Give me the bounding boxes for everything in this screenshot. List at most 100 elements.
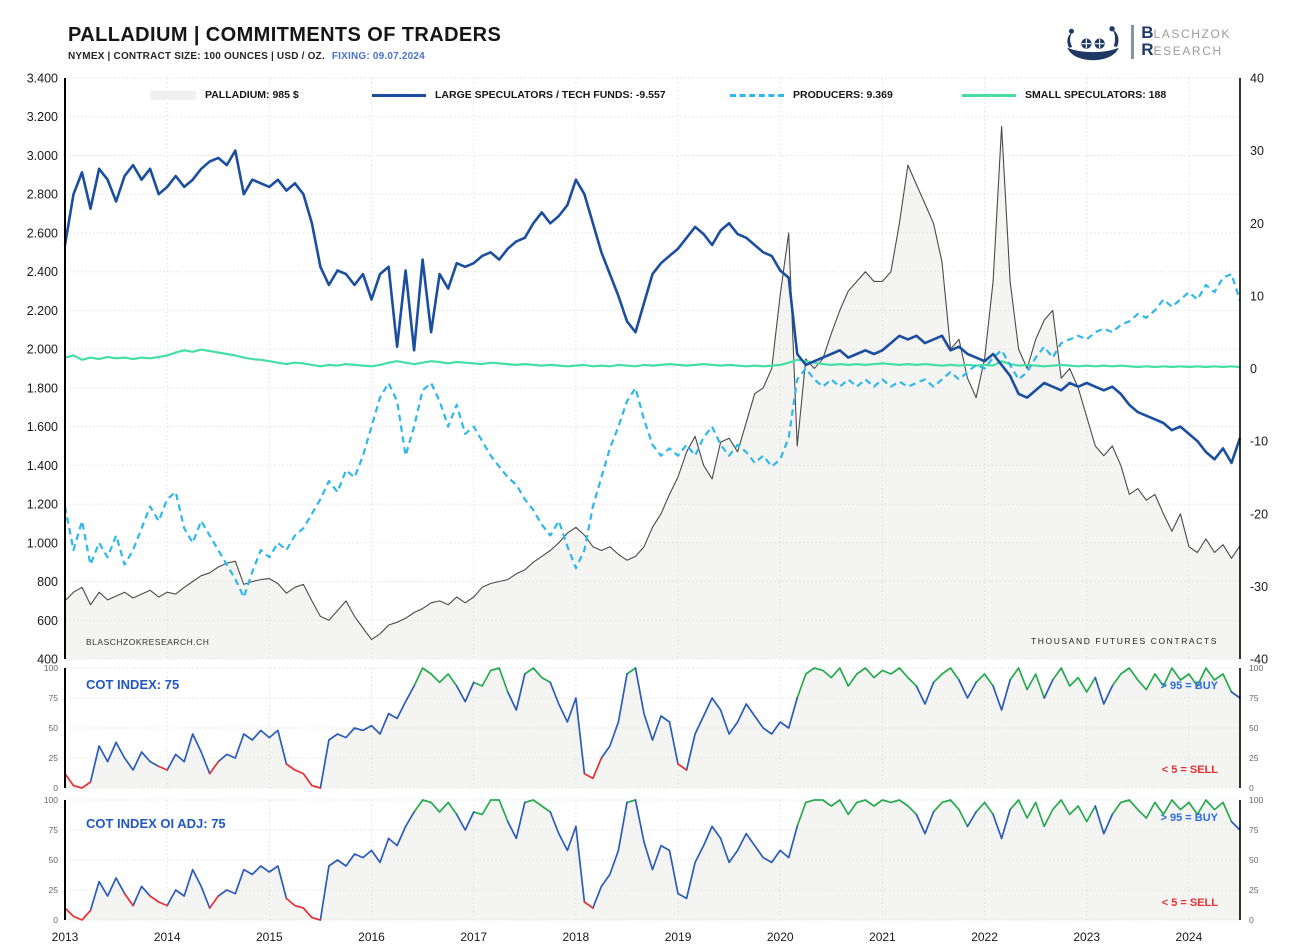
legend-label-large-speculators: LARGE SPECULATORS / TECH FUNDS: -9.557 [435,89,666,101]
year-tick-label: 2024 [1176,930,1203,944]
header: PALLADIUM | COMMITMENTS OF TRADERS NYMEX… [68,24,501,62]
cot-index-oi-adj-right-tick-label: 0 [1249,915,1254,925]
palladium-price-area [65,126,1240,659]
cot-index-oi-adj-line-neutral [89,799,1241,921]
right-axis-tick-label: -30 [1250,580,1268,594]
producers-line [63,273,1242,599]
small-speculators-line-swatch [962,93,1016,97]
cot-index-oi-adj-left-tick-label: 0 [53,915,58,925]
left-axis-tick-label: 2.000 [27,343,58,357]
cot-index-oi-adj-buy-threshold: > 95 = BUY [1160,812,1218,824]
cot-index-left-tick-label: 0 [53,783,58,793]
cot-index-right-tick-label: 0 [1249,783,1254,793]
left-axis-tick-label: 2.200 [27,304,58,318]
left-axis-tick-label: 2.800 [27,188,58,202]
cot-index-oi-adj-right-tick-label: 100 [1249,795,1263,805]
fixing-date: FIXING: 09.07.2024 [331,51,425,62]
cot-index-oi-adj-line-sell [64,892,594,921]
page-title: PALLADIUM | COMMITMENTS OF TRADERS [68,24,502,46]
right-axis-tick-label: -20 [1250,507,1268,521]
brand-divider [1131,25,1135,59]
right-axis-tick-label: -40 [1250,653,1268,667]
cot-index-left-tick-label: 25 [49,753,59,763]
cot-index-oi-adj-right-tick-label: 50 [1249,855,1259,865]
cot-index-right-tick-label: 100 [1249,663,1263,673]
year-tick-label: 2021 [869,930,896,944]
small-speculators-line [64,348,1241,369]
cot-index-left-tick-label: 100 [44,663,58,673]
cot-index-oi-adj-left-tick-label: 50 [49,855,59,865]
cot-index-buy-threshold: > 95 = BUY [1160,680,1218,692]
left-axis-tick-label: 1.400 [27,459,58,473]
left-axis-tick-label: 1.800 [27,381,58,395]
legend-label-producers: PRODUCERS: 9.369 [793,89,893,101]
brand-logo: BLASCHZOK RESEARCH [1064,20,1231,64]
legend-label-small-speculators: SMALL SPECULATORS: 188 [1025,89,1167,101]
cot-index-oi-adj-right-tick-label: 75 [1249,825,1259,835]
cot-index-right-tick-label: 75 [1249,693,1259,703]
left-axis-tick-label: 3.400 [27,72,58,86]
left-axis-tick-label: 3.200 [27,110,58,124]
year-tick-label: 2019 [665,930,692,944]
year-tick-label: 2013 [52,930,79,944]
right-axis-tick-label: 10 [1250,289,1264,303]
cot-index-title: COT INDEX: 75 [86,677,180,692]
cot-index-area [65,668,1240,788]
cot-index-oi-adj-title: COT INDEX OI ADJ: 75 [86,816,226,831]
brand-initial-r: R [1141,40,1154,59]
cot-index-oi-adj-right-tick-label: 25 [1249,885,1259,895]
legend-item-palladium: PALLADIUM: 985 $ [150,89,299,101]
right-axis-tick-label: 20 [1250,217,1264,231]
large-speculators-line [63,149,1242,465]
year-tick-label: 2014 [154,930,181,944]
brand-wordmark: BLASCHZOK RESEARCH [1141,23,1231,59]
watermark-url: BLASCHZOKRESEARCH.CH [86,637,210,647]
year-tick-label: 2020 [767,930,794,944]
legend-item-large-speculators: LARGE SPECULATORS / TECH FUNDS: -9.557 [372,89,666,101]
right-axis-unit-label: THOUSAND FUTURES CONTRACTS [1030,636,1218,646]
cot-index-line-neutral [89,667,1241,789]
cot-index-left-tick-label: 50 [49,723,59,733]
viking-ship-icon [1067,26,1119,61]
brand-initial-b: B [1141,23,1154,42]
contract-spec: NYMEX | CONTRACT SIZE: 100 OUNCES | USD … [68,51,325,62]
contract-subtitle: NYMEX | CONTRACT SIZE: 100 OUNCES | USD … [68,51,501,62]
right-axis-tick-label: 30 [1250,144,1264,158]
left-axis-tick-label: 1.000 [27,536,58,550]
legend-item-small-speculators: SMALL SPECULATORS: 188 [962,89,1166,101]
cot-index-line-sell [64,757,688,789]
left-axis-tick-label: 600 [37,614,58,628]
cot-index-right-tick-label: 25 [1249,753,1259,763]
right-axis-tick-label: 40 [1250,72,1264,86]
brand-word-1: LASCHZOK [1153,27,1231,41]
palladium-area-swatch [150,90,196,100]
left-axis-tick-label: 400 [37,653,58,667]
right-axis-tick-label: -10 [1250,435,1268,449]
left-axis-tick-label: 1.600 [27,420,58,434]
right-axis-tick-label: 0 [1250,362,1257,376]
brand-word-2: ESEARCH [1153,44,1223,58]
year-tick-label: 2015 [256,930,283,944]
left-axis-tick-label: 3.000 [27,149,58,163]
year-tick-label: 2018 [563,930,590,944]
year-tick-label: 2016 [358,930,385,944]
left-axis-tick-label: 1.200 [27,498,58,512]
cot-index-oi-adj-left-tick-label: 75 [49,825,59,835]
cot-index-right-tick-label: 50 [1249,723,1259,733]
left-axis-tick-label: 2.400 [27,265,58,279]
palladium-price-line [64,125,1241,641]
year-tick-label: 2017 [460,930,487,944]
legend-label-palladium: PALLADIUM: 985 $ [205,89,299,101]
cot-index-oi-adj-area [65,800,1240,920]
cot-index-oi-adj-left-tick-label: 25 [49,885,59,895]
producers-dashed-swatch [730,93,784,97]
left-axis-tick-label: 800 [37,575,58,589]
cot-index-left-tick-label: 75 [49,693,59,703]
year-tick-label: 2023 [1073,930,1100,944]
cot-index-line-buy [413,667,1233,699]
left-axis-tick-label: 2.600 [27,226,58,240]
large-speculators-line-swatch [372,93,426,97]
cot-index-oi-adj-line-buy [413,799,1233,828]
